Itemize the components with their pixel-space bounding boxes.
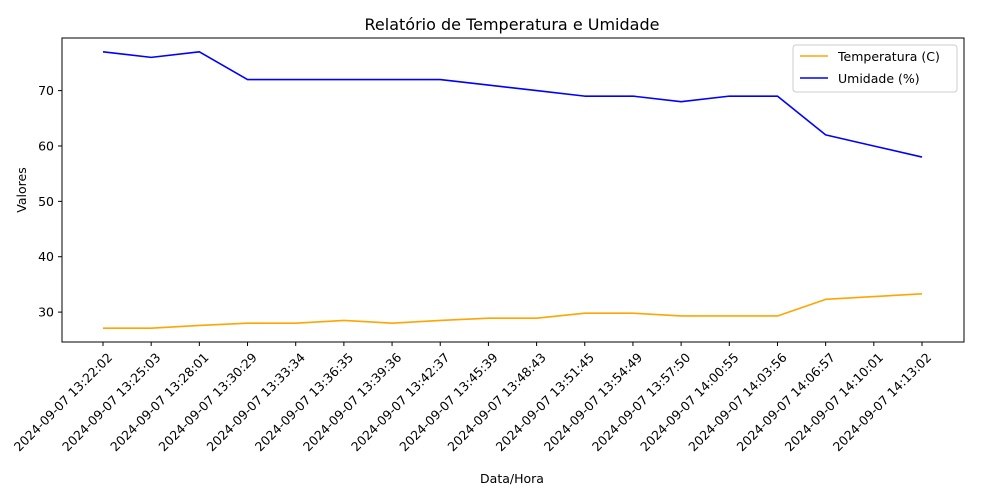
legend-box (792, 44, 958, 93)
y-tick-label: 70 (38, 83, 54, 98)
y-axis-label: Valores (14, 167, 29, 212)
plot-area (102, 51, 923, 329)
y-tick-label: 40 (38, 249, 54, 264)
y-tick-label: 60 (38, 138, 54, 153)
series-line-0 (103, 293, 923, 329)
y-axis: 30 40 50 60 70 (38, 83, 62, 320)
series-line-1 (102, 51, 923, 158)
legend-label-umidade: Umidade (%) (838, 71, 920, 86)
legend-label-temperatura: Temperatura (C) (837, 49, 940, 64)
y-tick-label: 30 (38, 305, 54, 320)
plot-frame (61, 37, 965, 343)
chart-title: Relatório de Temperatura e Umidade (365, 15, 660, 34)
x-tick-label: 2024-09-07 14:13:02 (830, 350, 934, 454)
x-axis-label: Data/Hora (480, 471, 544, 486)
y-tick-label: 50 (38, 194, 54, 209)
legend: Temperatura (C) Umidade (%) (792, 44, 958, 93)
